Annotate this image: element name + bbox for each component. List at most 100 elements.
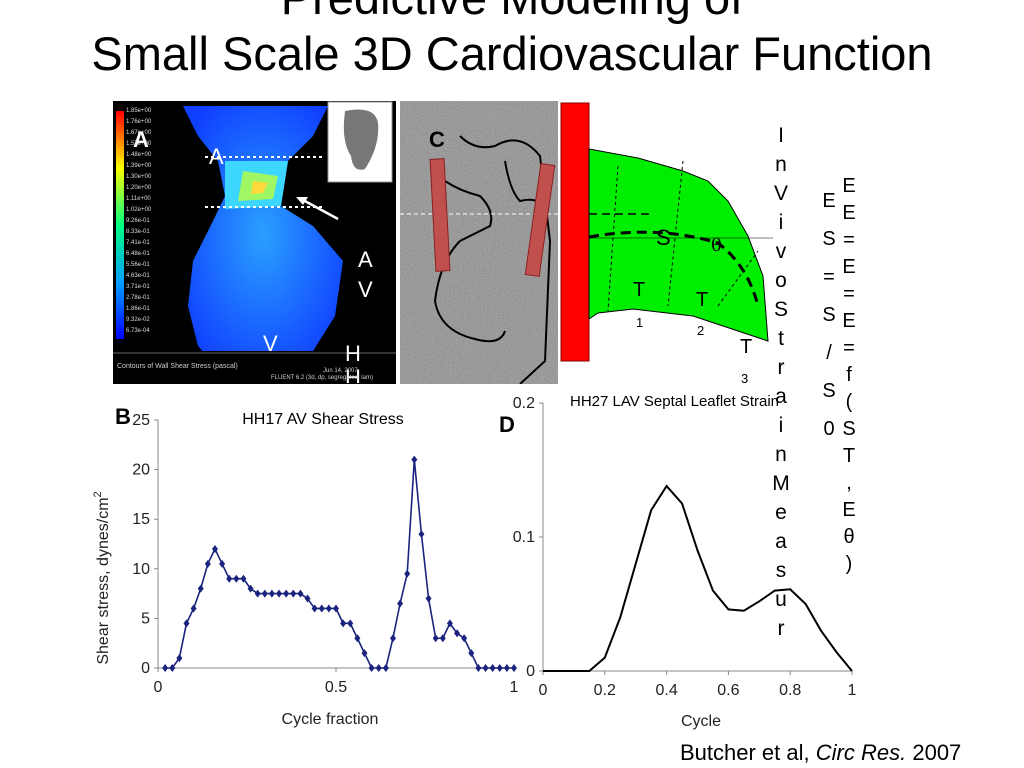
cfd-footer-solver: FLUENT 6.2 (3d, dp, segregated, lam) <box>271 375 373 381</box>
data-point <box>340 619 347 628</box>
panel-c-label: C <box>429 127 445 152</box>
colorbar-label: 1.76e+00 <box>126 119 152 125</box>
symbol-s: S <box>656 225 671 250</box>
equation-2-char: θ <box>843 526 855 548</box>
equation-1-char: / <box>826 342 832 364</box>
data-point <box>254 589 261 598</box>
x-tick-label: 1 <box>848 682 857 699</box>
data-point <box>290 589 297 598</box>
data-point <box>176 654 183 663</box>
chart-d: D HH27 LAV Septal Leaflet Strain 0 0.1 0.2… <box>499 393 857 730</box>
y-tick-label: 0 <box>526 663 535 680</box>
equation-2-char: T <box>842 445 856 467</box>
x-tick-label: 0.6 <box>717 682 739 699</box>
data-point <box>511 664 517 672</box>
data-point <box>496 664 503 672</box>
colorbar-label: 1.30e+00 <box>126 174 152 180</box>
data-point <box>354 634 361 643</box>
in-vivo-text-char: a <box>775 530 787 553</box>
colorbar-label: 6.73e-04 <box>126 328 150 334</box>
symbol-t1: T <box>633 279 646 301</box>
colorbar-label: 5.56e-01 <box>126 262 150 268</box>
data-point <box>425 594 432 603</box>
cfd-footer-left: Contours of Wall Shear Stress (pascal) <box>117 363 238 370</box>
cfd-footer-date: Jun 14, 2007 <box>323 368 358 374</box>
data-point <box>197 584 204 593</box>
colorbar-label: 1.85e+00 <box>126 108 152 114</box>
data-point <box>347 619 354 628</box>
equation-2-char: = <box>843 229 855 251</box>
series-line <box>543 484 853 672</box>
equation-2-char: ( <box>845 391 853 413</box>
colorbar-label: 1.11e+00 <box>126 196 151 202</box>
data-point <box>375 664 382 672</box>
symbol-theta: θ <box>711 235 722 256</box>
data-point <box>297 589 304 598</box>
in-vivo-text-char: s <box>775 559 787 582</box>
equation-2-char: = <box>843 283 855 305</box>
data-point <box>318 604 325 613</box>
colorbar-label: 1.39e+00 <box>126 163 152 169</box>
x-tick-label: 1 <box>510 679 519 696</box>
citation-authors: Butcher et al, <box>680 740 810 765</box>
region-label-a2: A <box>358 247 373 272</box>
equation-1-char: E <box>822 190 836 212</box>
data-point <box>276 589 283 598</box>
citation-journal: Circ Res. <box>815 740 907 765</box>
data-point <box>283 589 290 598</box>
chart-b: B HH17 AV Shear Stress 0 5 10 15 20 25 0 0.5 1 C… <box>92 404 519 728</box>
equation-1-char: = <box>823 266 835 288</box>
region-label-v1: V <box>358 277 373 302</box>
data-point <box>233 574 240 583</box>
data-point <box>411 455 418 464</box>
equation-2-char: ) <box>845 553 853 575</box>
data-point <box>432 634 439 643</box>
equation-2-char: E <box>842 310 856 332</box>
in-vivo-text-char: a <box>775 385 787 408</box>
data-point <box>482 664 489 672</box>
citation: Butcher et al, Circ Res. 2007 <box>680 740 961 766</box>
equation-2-char: E <box>842 175 856 197</box>
equation-2-char: S <box>842 418 856 440</box>
equation-2-char: = <box>843 337 855 359</box>
colorbar-label: 9.32e-02 <box>126 317 150 323</box>
equation-1-char: S <box>822 304 836 326</box>
data-point <box>204 559 211 568</box>
data-point <box>183 619 190 628</box>
chart-b-ylabel-text: Shear stress, dynes/cm2 <box>92 491 112 664</box>
panel-a-cfd-image: A A A V V H H Contours of Wall Shear Str… <box>113 101 396 384</box>
data-point <box>361 649 368 658</box>
data-point <box>169 664 176 672</box>
data-point <box>489 664 496 672</box>
in-vivo-text-char: r <box>777 356 785 379</box>
colorbar-label: 9.26e-01 <box>126 218 150 224</box>
symbol-t1-sub: 1 <box>636 315 644 330</box>
data-point <box>475 664 482 672</box>
x-tick-label: 0 <box>539 682 548 699</box>
equation-2-char: E <box>842 499 856 521</box>
in-vivo-text-char: o <box>775 269 787 292</box>
y-tick-label: 25 <box>132 412 150 429</box>
y-tick-label: 20 <box>132 462 150 479</box>
y-tick-label: 0.1 <box>513 529 535 546</box>
y-tick-label: 0.2 <box>513 395 535 412</box>
x-tick-label: 0.8 <box>779 682 801 699</box>
in-vivo-text-char: t <box>778 327 784 350</box>
slide-title-line1: Predictive Modeling of <box>0 0 1024 26</box>
data-point <box>418 530 425 539</box>
data-point <box>368 664 375 672</box>
in-vivo-text-char: M <box>772 472 790 495</box>
chart-b-xlabel: Cycle fraction <box>282 711 379 728</box>
y-tick-label: 15 <box>132 511 150 528</box>
equation-1-char: S <box>822 228 836 250</box>
region-label-v2: V <box>263 331 278 356</box>
ultrasound-image <box>400 101 558 385</box>
in-vivo-text-char: i <box>778 414 784 437</box>
in-vivo-text-char: i <box>778 211 784 234</box>
in-vivo-text-char: e <box>775 501 787 524</box>
slide-title-line2: Small Scale 3D Cardiovascular Function <box>91 27 933 80</box>
x-tick-label: 0.4 <box>655 682 677 699</box>
series-line <box>165 459 514 669</box>
data-point <box>325 604 332 613</box>
data-point <box>219 559 226 568</box>
